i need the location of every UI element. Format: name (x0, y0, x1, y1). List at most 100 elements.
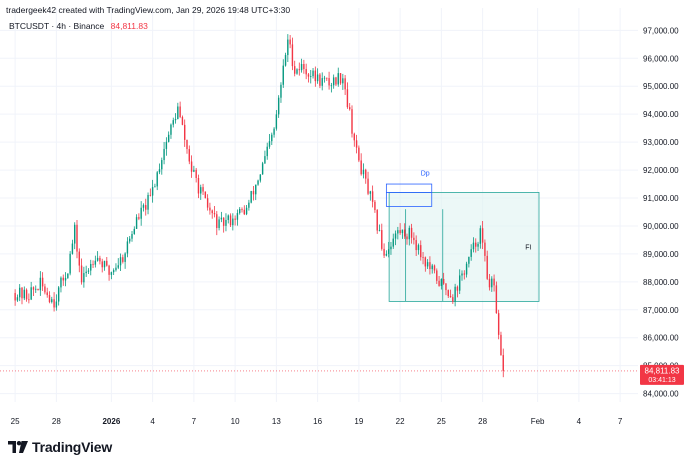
candle (275, 110, 278, 131)
candle-body (101, 261, 103, 268)
candle (73, 222, 76, 250)
candle-body (73, 224, 76, 244)
candle-body (154, 186, 156, 188)
candle-body (484, 242, 486, 256)
candle (369, 190, 372, 201)
candle (360, 153, 362, 176)
candle (367, 171, 369, 196)
candle (142, 203, 145, 212)
candle (321, 72, 323, 91)
candle-body (376, 210, 378, 231)
candle (351, 105, 353, 138)
candle-body (442, 278, 445, 284)
candle-body (312, 70, 314, 77)
candle (117, 258, 119, 270)
candle-body (190, 161, 193, 172)
candle-body (229, 215, 232, 226)
candle-body (495, 285, 498, 314)
candle (438, 276, 440, 287)
fi-label: FI (525, 245, 531, 252)
candle-body (280, 84, 282, 98)
candle-body (463, 273, 466, 275)
candle-body (472, 242, 475, 250)
candle (486, 250, 488, 281)
candle-body (458, 275, 461, 291)
candle-body (18, 287, 21, 298)
candle-body (403, 229, 406, 237)
price-chart[interactable]: Dp FI 97,000.00 96,000.00 95,000.00 94,000.0… (0, 0, 690, 430)
candle (401, 229, 404, 239)
candle (452, 294, 454, 304)
candle (115, 263, 117, 272)
candle (126, 237, 129, 258)
candle (394, 230, 397, 246)
candle (238, 207, 241, 215)
candle-body (135, 217, 138, 229)
candle-body (385, 253, 388, 256)
candle (30, 281, 32, 301)
candle-body (124, 253, 126, 262)
tradingview-logo[interactable]: TradingView (8, 439, 112, 455)
candle (346, 82, 349, 109)
candle-body (163, 148, 165, 161)
candle (378, 224, 381, 232)
candle (103, 260, 106, 271)
candle-body (94, 260, 97, 265)
candle (422, 252, 424, 265)
candle (236, 209, 239, 226)
candle-body (481, 228, 484, 243)
candle (202, 183, 204, 196)
candle-body (353, 133, 356, 141)
candle (277, 95, 280, 118)
candle (463, 270, 466, 280)
candle-body (30, 287, 32, 300)
candle-body (337, 73, 339, 85)
candle (420, 240, 422, 261)
candle (67, 273, 69, 279)
candle (472, 237, 475, 253)
candle-body (186, 139, 188, 150)
candle (497, 309, 500, 340)
candle-body (218, 219, 220, 228)
candle-body (264, 156, 266, 164)
candle-body (23, 289, 26, 299)
candle-body (69, 253, 71, 274)
candle (174, 113, 177, 124)
candle-body (103, 260, 106, 268)
candle-body (161, 160, 163, 170)
candle (248, 199, 250, 211)
candle (413, 232, 415, 245)
candle-body (122, 257, 124, 262)
candle (46, 287, 48, 298)
candle (465, 261, 468, 278)
candle (39, 271, 42, 296)
candle-body (39, 277, 42, 291)
candle (371, 185, 374, 208)
candle (131, 231, 133, 242)
candle-body (165, 141, 168, 149)
symbol-legend[interactable]: BTCUSDT · 4h · Binance 84,811.83 (9, 21, 148, 31)
candle-body (87, 270, 90, 272)
candle (449, 289, 452, 298)
candle (241, 207, 243, 213)
candle (80, 258, 83, 285)
candle-body (399, 230, 401, 234)
candle-body (358, 147, 360, 161)
candle-body (188, 149, 191, 162)
candle-body (300, 63, 303, 71)
candle-body (475, 242, 477, 247)
candle (426, 259, 429, 269)
candle-body (83, 273, 85, 283)
candle (216, 211, 218, 236)
candle (355, 134, 358, 154)
candle (387, 241, 390, 258)
candle (442, 272, 445, 285)
candle (282, 59, 284, 88)
candle (307, 73, 310, 83)
candle (319, 73, 321, 89)
time-tick-label: 28 (52, 417, 61, 426)
candle-body (433, 265, 436, 271)
candle (261, 161, 264, 175)
candle (335, 76, 337, 86)
candle-body (415, 240, 417, 251)
